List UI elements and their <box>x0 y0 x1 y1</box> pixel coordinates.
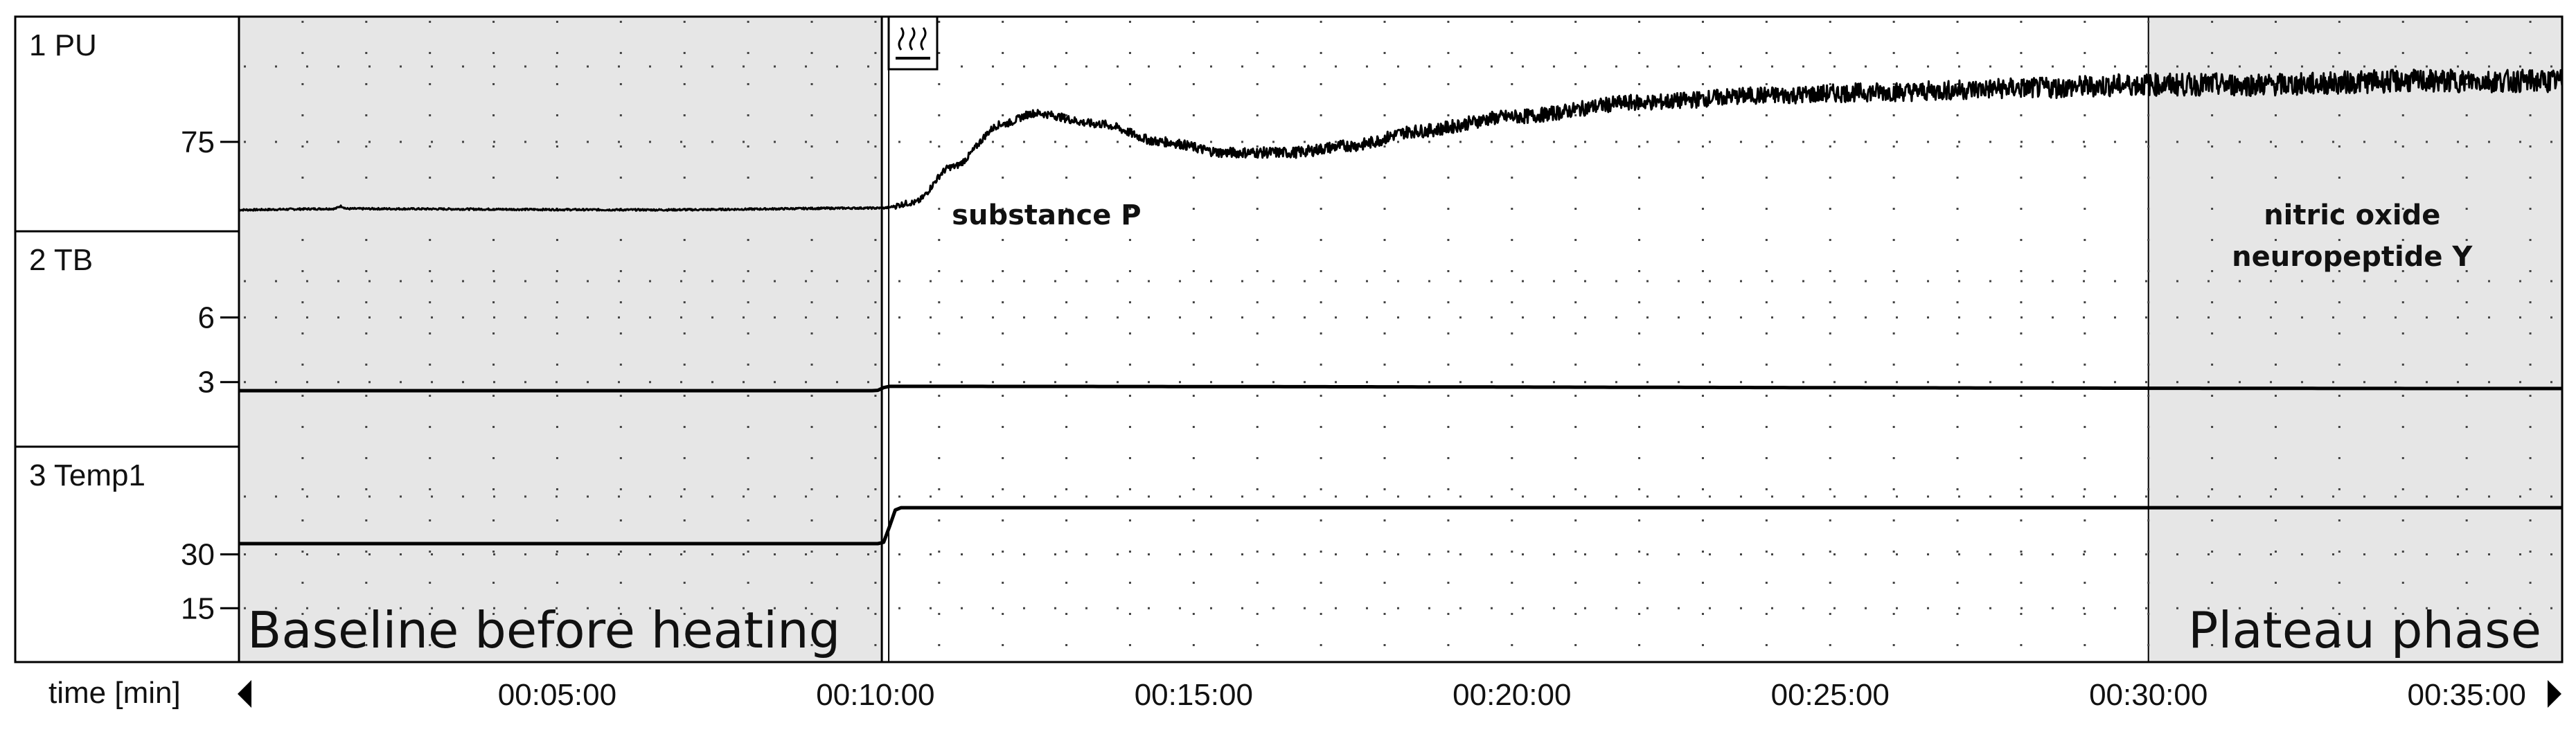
shaded-region <box>2147 16 2564 663</box>
x-tick-label: 00:20:00 <box>1453 678 1571 712</box>
x-axis-label: time [min] <box>48 676 181 710</box>
x-tick-label: 00:30:00 <box>2089 678 2208 712</box>
trace-group <box>239 69 2562 546</box>
y-tick-label: 75 <box>181 125 215 159</box>
y-tick-label: 15 <box>181 591 215 625</box>
x-tick-label: 00:35:00 <box>2408 678 2526 712</box>
trace-line <box>239 384 2562 393</box>
y-tick-label: 6 <box>198 301 215 334</box>
annotation-label: neuropeptide Y <box>2232 241 2473 273</box>
annotation-label: nitric oxide <box>2264 199 2440 231</box>
plot-frame <box>238 15 2564 663</box>
shaded-region <box>238 16 883 663</box>
label-group: Baseline before heating Plateau phase 1 PU… <box>29 28 2541 659</box>
phase-label: Plateau phase <box>2188 601 2541 659</box>
dotted-grid <box>244 21 2559 658</box>
y-tick-label: 30 <box>181 538 215 572</box>
channel-name: 3 Temp1 <box>29 458 145 492</box>
annotation-label: substance P <box>952 199 1141 231</box>
trace-line <box>239 69 2562 212</box>
x-tick-label: 00:05:00 <box>498 678 616 712</box>
shaded-regions <box>238 16 2564 663</box>
triangle-left-icon[interactable] <box>238 680 251 708</box>
triangle-right-icon[interactable] <box>2548 680 2561 708</box>
x-tick-label: 00:10:00 <box>816 678 934 712</box>
time-axis: time [min] 00:05:00 00:10:00 00:15:00 00:20… <box>48 676 2561 712</box>
trace-line <box>239 506 2562 546</box>
heat-waves-icon[interactable] <box>887 15 939 71</box>
channel-name: 2 TB <box>29 243 93 277</box>
x-tick-label: 00:15:00 <box>1135 678 1253 712</box>
y-tick-label: 3 <box>198 366 215 400</box>
x-tick-label: 00:25:00 <box>1771 678 1890 712</box>
channel-label-panel <box>14 15 240 663</box>
channel-name: 1 PU <box>29 28 97 62</box>
phase-label: Baseline before heating <box>247 601 840 659</box>
